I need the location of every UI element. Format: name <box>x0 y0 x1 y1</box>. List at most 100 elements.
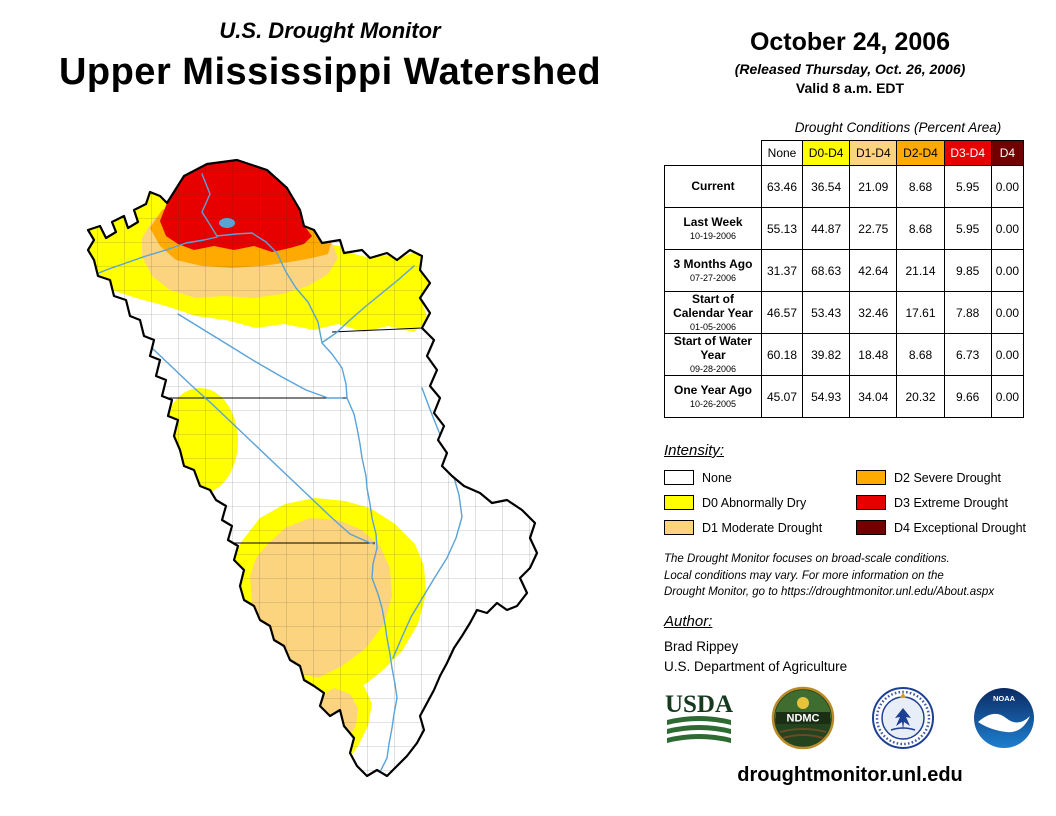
value-cell: 0.00 <box>990 333 1025 376</box>
table-corner-cell <box>664 140 762 166</box>
legend-label: None <box>702 470 732 485</box>
value-cell: 9.66 <box>943 375 992 418</box>
author-org: U.S. Department of Agriculture <box>664 659 848 674</box>
table-row-one-year-ago: One Year Ago 10-26-2005 45.07 54.93 34.0… <box>664 375 1025 418</box>
minnesota-river <box>88 236 218 279</box>
disclaimer-line: Drought Monitor, go to https://droughtmo… <box>664 586 995 599</box>
value-cell: 21.14 <box>896 249 945 292</box>
site-url: droughtmonitor.unl.edu <box>737 764 963 786</box>
col-d3-d4: D3-D4 <box>943 140 992 166</box>
row-label-cell: Start of Calendar Year 01-05-2006 <box>664 291 762 334</box>
conditions-panel: Drought Conditions (Percent Area) None D… <box>664 120 1036 418</box>
value-cell: 68.63 <box>802 249 851 292</box>
legend-item-d4: D4 Exceptional Drought <box>856 520 1026 535</box>
d4-swatch <box>856 520 886 535</box>
author-block: Author: Brad Rippey U.S. Department of A… <box>664 613 847 674</box>
value-cell: 36.54 <box>802 165 851 208</box>
disclaimer-line: The Drought Monitor focuses on broad-sca… <box>664 553 950 565</box>
title-block: U.S. Drought Monitor Upper Mississippi W… <box>20 18 640 94</box>
disclaimer-line: Local conditions may vary. For more info… <box>664 569 944 582</box>
program-title: U.S. Drought Monitor <box>219 18 441 43</box>
value-cell: 54.93 <box>802 375 851 418</box>
legend-heading: Intensity: <box>664 442 725 459</box>
iowa-river <box>177 313 343 399</box>
value-cell: 5.95 <box>943 165 992 208</box>
value-cell: 6.73 <box>943 333 992 376</box>
value-cell: 9.85 <box>943 249 992 292</box>
mississippi-river <box>201 173 398 771</box>
table-header-row: None D0-D4 D1-D4 D2-D4 D3-D4 D4 <box>664 140 1025 166</box>
map-date: October 24, 2006 <box>749 28 951 56</box>
row-sublabel: 07-27-2006 <box>689 272 737 283</box>
row-sublabel: 10-19-2006 <box>689 230 737 241</box>
value-cell: 45.07 <box>760 375 804 418</box>
legend-label: D3 Extreme Drought <box>894 495 1008 510</box>
drought-map <box>86 158 539 778</box>
d1-swatch <box>664 520 694 535</box>
row-sublabel: 09-28-2006 <box>689 363 737 374</box>
value-cell: 22.75 <box>849 207 898 250</box>
value-cell: 8.68 <box>896 333 945 376</box>
legend-item-d3: D3 Extreme Drought <box>856 495 1026 510</box>
legend-label: D0 Abnormally Dry <box>702 495 807 510</box>
row-label-cell: Last Week 10-19-2006 <box>664 207 762 250</box>
commerce-seal-logo <box>872 687 935 749</box>
value-cell: 18.48 <box>849 333 898 376</box>
legend-item-d0: D0 Abnormally Dry <box>664 495 844 510</box>
drought-conditions-table: None D0-D4 D1-D4 D2-D4 D3-D4 D4 Current … <box>664 140 1025 418</box>
col-d0-d4: D0-D4 <box>802 140 851 166</box>
table-caption: Drought Conditions (Percent Area) <box>794 120 1002 135</box>
col-none: None <box>760 140 804 166</box>
d3-swatch <box>856 495 886 510</box>
svg-text:NDMC: NDMC <box>786 713 819 725</box>
value-cell: 39.82 <box>802 333 851 376</box>
row-label: Start of Calendar Year <box>673 292 753 320</box>
des-moines-river <box>151 347 375 545</box>
legend-label: D2 Severe Drought <box>894 470 1002 485</box>
value-cell: 55.13 <box>760 207 804 250</box>
value-cell: 5.95 <box>943 207 992 250</box>
noaa-logo: NOAA <box>973 688 1034 748</box>
d2-swatch <box>856 470 886 485</box>
value-cell: 0.00 <box>990 375 1025 418</box>
row-label: One Year Ago <box>673 383 753 398</box>
value-cell: 46.57 <box>760 291 804 334</box>
row-label-cell: 3 Months Ago 07-27-2006 <box>664 249 762 292</box>
value-cell: 60.18 <box>760 333 804 376</box>
table-row-last-week: Last Week 10-19-2006 55.13 44.87 22.75 8… <box>664 207 1025 250</box>
watershed-outline <box>86 158 539 778</box>
value-cell: 31.37 <box>760 249 804 292</box>
row-label: 3 Months Ago <box>673 257 753 272</box>
value-cell: 53.43 <box>802 291 851 334</box>
table-row-current: Current 63.46 36.54 21.09 8.68 5.95 0.00 <box>664 165 1025 208</box>
value-cell: 20.32 <box>896 375 945 418</box>
row-label-cell: Start of Water Year 09-28-2006 <box>664 333 762 376</box>
lake <box>219 218 235 228</box>
value-cell: 42.64 <box>849 249 898 292</box>
released-date: (Released Thursday, Oct. 26, 2006) <box>734 61 966 77</box>
date-block: October 24, 2006 (Released Thursday, Oct… <box>664 28 1036 96</box>
value-cell: 44.87 <box>802 207 851 250</box>
value-cell: 21.09 <box>849 165 898 208</box>
value-cell: 7.88 <box>943 291 992 334</box>
usda-logo: USDA <box>665 691 733 743</box>
agency-logos: USDA NDMC <box>664 686 1036 750</box>
value-cell: 8.68 <box>896 207 945 250</box>
value-cell: 17.61 <box>896 291 945 334</box>
value-cell: 63.46 <box>760 165 804 208</box>
none-swatch <box>664 470 694 485</box>
value-cell: 0.00 <box>990 165 1025 208</box>
table-row-3-months-ago: 3 Months Ago 07-27-2006 31.37 68.63 42.6… <box>664 249 1025 292</box>
ndmc-logo: NDMC <box>771 686 834 750</box>
col-d4: D4 <box>990 140 1025 166</box>
intensity-legend: Intensity: None D0 Abnormally Dry D1 Mod… <box>664 442 1044 535</box>
value-cell: 0.00 <box>990 207 1025 250</box>
legend-item-d2: D2 Severe Drought <box>856 470 1026 485</box>
row-label: Last Week <box>683 215 743 230</box>
legend-item-d1: D1 Moderate Drought <box>664 520 844 535</box>
state-borders <box>165 327 423 544</box>
svg-text:NOAA: NOAA <box>993 694 1016 703</box>
col-d2-d4: D2-D4 <box>896 140 945 166</box>
legend-label: D1 Moderate Drought <box>702 520 823 535</box>
